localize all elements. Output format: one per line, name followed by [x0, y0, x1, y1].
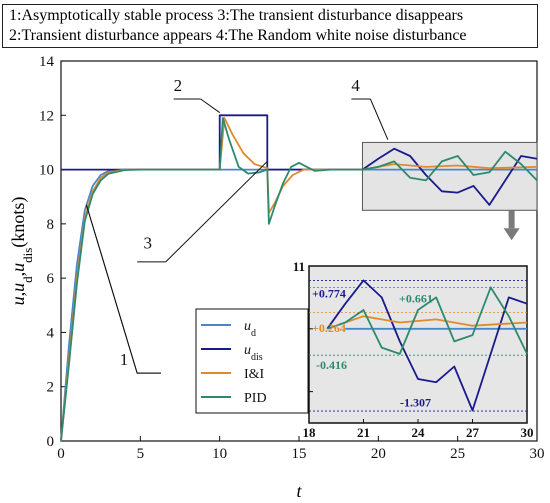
zoom-arrow-head	[503, 228, 520, 241]
callout-3-arrow	[165, 161, 268, 263]
zoom-arrow-shaft	[508, 210, 515, 229]
x-tick-label: 20	[371, 446, 386, 462]
y-tick-label: 2	[47, 380, 55, 396]
legend-label-ud: ud	[244, 319, 256, 339]
y-tick-label: 0	[47, 434, 55, 450]
callout-2-label: 2	[174, 76, 183, 95]
x-tick-label: 30	[530, 446, 545, 462]
y-tick-label: 6	[47, 271, 55, 287]
inset-series-line-2	[326, 315, 528, 330]
inset-series-line-1	[326, 279, 528, 412]
inset-frame	[308, 265, 528, 424]
inset-value-label: +0.264	[312, 321, 346, 335]
legend-label-ii: I&I	[244, 367, 265, 382]
inset-x-tick-label: 30	[521, 425, 534, 440]
callout-1-label: 1	[120, 350, 129, 369]
x-tick-label: 25	[450, 446, 465, 462]
y-tick-label: 10	[39, 163, 54, 179]
callout-1-arrow	[85, 204, 138, 374]
inset-value-label: -0.416	[316, 358, 347, 372]
series-line-3	[60, 117, 538, 442]
legend-box	[195, 308, 309, 414]
annotation-line-1: 1:Asymptotically stable process 3:The tr…	[9, 7, 464, 24]
annotation-box: 1:Asymptotically stable process 3:The tr…	[2, 4, 538, 48]
inset-y-tick-label: 11	[293, 259, 305, 274]
legend-label-udis: udis	[244, 343, 263, 363]
callout-3-label: 3	[144, 233, 153, 252]
callout-1-leader	[85, 204, 161, 374]
inset-x-tick-label: 27	[466, 425, 480, 440]
callout-2-arrow	[200, 98, 220, 113]
x-tick-label: 5	[137, 446, 145, 462]
annotation-line-2: 2:Transient disturbance appears 4:The Ra…	[9, 27, 467, 44]
series-line-1	[61, 114, 538, 206]
x-axis-label: t	[296, 481, 302, 501]
inset-x-tick-label: 24	[412, 425, 426, 440]
inset-value-label: -1.307	[400, 396, 431, 410]
inset-value-label: +0.661	[399, 291, 433, 305]
y-tick-label: 14	[39, 54, 55, 70]
inset-series-line-3	[326, 286, 528, 355]
y-tick-label: 4	[47, 325, 55, 341]
callout-4-arrow	[369, 98, 389, 140]
legend-label-pid: PID	[244, 391, 267, 406]
x-tick-label: 10	[212, 446, 227, 462]
x-tick-label: 0	[57, 446, 65, 462]
callout-4-label: 4	[351, 76, 360, 95]
inset-x-tick-label: 18	[303, 425, 317, 440]
y-axis-label: u,ud,udis(knots)	[8, 197, 35, 306]
inset-value-label: +0.774	[312, 286, 346, 300]
y-tick-label: 8	[47, 217, 55, 233]
x-tick-label: 15	[292, 446, 307, 462]
y-tick-label: 12	[39, 108, 54, 124]
inset-x-tick-label: 21	[357, 425, 370, 440]
